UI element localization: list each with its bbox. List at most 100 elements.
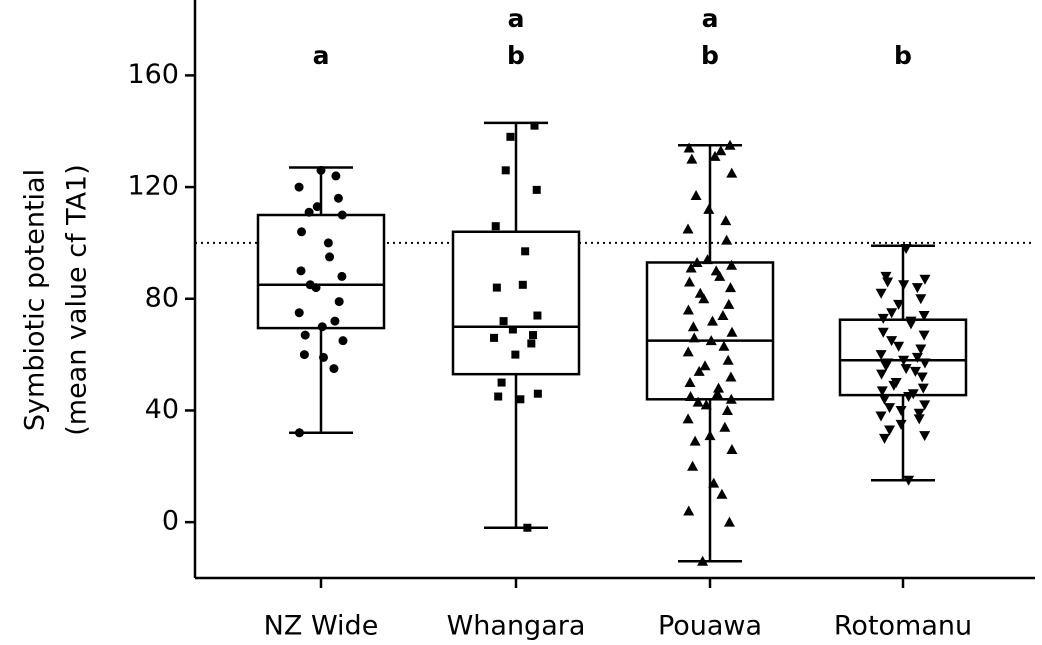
point: [684, 276, 696, 287]
point: [911, 352, 923, 363]
point: [911, 283, 923, 294]
point: [913, 408, 925, 419]
significance-letter: b: [894, 41, 912, 70]
point: [716, 488, 728, 499]
point: [903, 475, 915, 486]
point: [687, 321, 699, 332]
point: [898, 355, 910, 366]
point: [499, 317, 508, 326]
point: [915, 294, 927, 305]
point: [300, 330, 310, 340]
point: [878, 433, 890, 444]
point: [898, 280, 910, 291]
y-axis-label: (mean value cf TA1): [62, 164, 93, 436]
point: [709, 150, 721, 161]
point: [703, 203, 715, 214]
point: [294, 308, 304, 318]
significance-letter: a: [702, 4, 719, 33]
point: [683, 142, 695, 153]
point: [708, 477, 720, 488]
point: [338, 336, 348, 346]
x-tick-label: Whangara: [447, 611, 586, 642]
point: [508, 325, 517, 334]
point: [294, 182, 304, 192]
point: [530, 121, 539, 130]
point: [318, 352, 328, 362]
point: [699, 360, 711, 371]
point: [697, 555, 709, 566]
point: [909, 366, 921, 377]
point: [691, 256, 703, 267]
point: [878, 394, 890, 405]
x-tick-label: NZ Wide: [264, 611, 379, 642]
point: [296, 266, 306, 276]
point: [490, 333, 499, 342]
point: [893, 299, 905, 310]
point: [919, 431, 931, 442]
point: [880, 271, 892, 282]
point: [337, 210, 347, 220]
point: [721, 234, 733, 245]
point: [918, 311, 930, 322]
point: [299, 350, 309, 360]
x-tick-label: Pouawa: [658, 611, 762, 642]
point: [725, 393, 737, 404]
point: [724, 139, 736, 150]
point: [917, 383, 929, 394]
point: [316, 165, 326, 175]
point: [916, 372, 928, 383]
point: [682, 223, 694, 234]
point: [334, 297, 344, 307]
point: [683, 505, 695, 516]
point: [715, 145, 727, 156]
point: [529, 331, 538, 340]
point: [877, 327, 889, 338]
point: [915, 344, 927, 355]
point: [726, 444, 738, 455]
point: [297, 227, 307, 237]
point: [705, 335, 717, 346]
point: [913, 414, 925, 425]
y-tick-label: 40: [145, 394, 179, 425]
point: [903, 392, 915, 403]
point: [323, 238, 333, 248]
point: [711, 388, 723, 399]
point: [713, 382, 725, 393]
point: [888, 380, 900, 391]
point: [719, 421, 731, 432]
point: [919, 400, 931, 411]
point: [905, 319, 917, 330]
point: [886, 336, 898, 347]
point: [501, 166, 510, 175]
point: [726, 167, 738, 178]
x-tick-label: Rotomanu: [834, 611, 972, 642]
point: [506, 132, 515, 141]
y-tick-label: 160: [127, 59, 179, 90]
point: [725, 282, 737, 293]
point: [692, 396, 704, 407]
point: [331, 171, 341, 181]
point: [682, 346, 694, 357]
y-tick-label: 120: [127, 171, 179, 202]
point: [311, 283, 321, 293]
point: [685, 391, 697, 402]
point: [294, 428, 304, 438]
point: [312, 202, 322, 212]
point: [875, 350, 887, 361]
significance-letter: a: [313, 41, 330, 70]
point: [518, 280, 527, 289]
point: [880, 361, 892, 372]
point: [516, 395, 525, 404]
box: [451, 230, 581, 376]
point: [725, 371, 737, 382]
y-axis-label: Symbiotic potential: [20, 169, 51, 431]
point: [714, 270, 726, 281]
point: [919, 274, 931, 285]
point: [698, 293, 710, 304]
point: [492, 283, 501, 292]
point: [875, 288, 887, 299]
point: [511, 350, 520, 359]
point: [533, 389, 542, 398]
point: [330, 316, 340, 326]
